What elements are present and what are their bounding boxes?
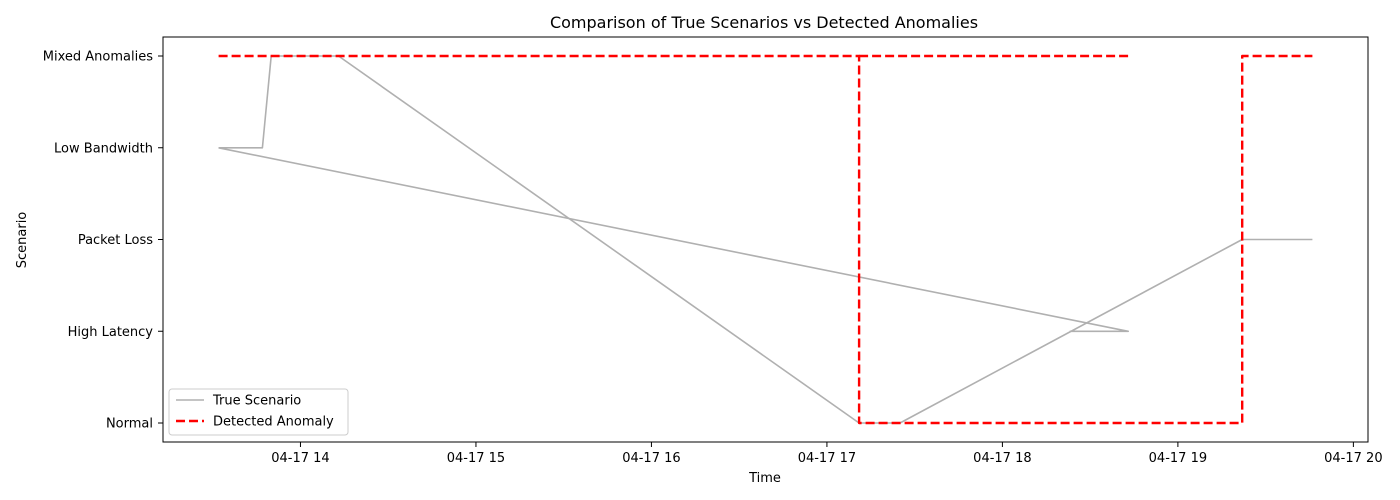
chart-title: Comparison of True Scenarios vs Detected… — [550, 13, 978, 32]
x-tick-label: 04-17 15 — [447, 451, 505, 466]
series-line-1 — [218, 147, 1129, 333]
x-tick-label: 04-17 17 — [798, 451, 856, 466]
y-axis-title: Scenario — [15, 212, 30, 269]
x-tick-label: 04-17 18 — [973, 451, 1031, 466]
series-layer — [218, 54, 1313, 425]
y-tick-label: Packet Loss — [78, 233, 153, 248]
y-tick-label: Normal — [106, 417, 153, 432]
series-line-0 — [218, 55, 1313, 424]
y-axis: Normal High Latency Packet Loss Low Bandwid… — [43, 50, 163, 432]
series-line-2 — [218, 54, 1313, 425]
legend-box — [168, 388, 349, 436]
y-tick-label: Low Bandwidth — [54, 141, 153, 156]
y-tick-label: High Latency — [68, 325, 154, 340]
x-tick-label: 04-17 16 — [622, 451, 680, 466]
x-tick-label: 04-17 20 — [1324, 451, 1382, 466]
x-axis-title: Time — [748, 471, 781, 486]
legend-label: True Scenario — [212, 394, 301, 409]
x-axis: 04-17 14 04-17 15 04-17 16 04-17 17 04-17 18… — [271, 442, 1383, 466]
legend-label: Detected Anomaly — [213, 415, 334, 430]
x-tick-label: 04-17 19 — [1149, 451, 1207, 466]
legend: True Scenario Detected Anomaly — [168, 388, 349, 436]
y-tick-label: Mixed Anomalies — [43, 50, 153, 65]
x-tick-label: 04-17 14 — [271, 451, 329, 466]
